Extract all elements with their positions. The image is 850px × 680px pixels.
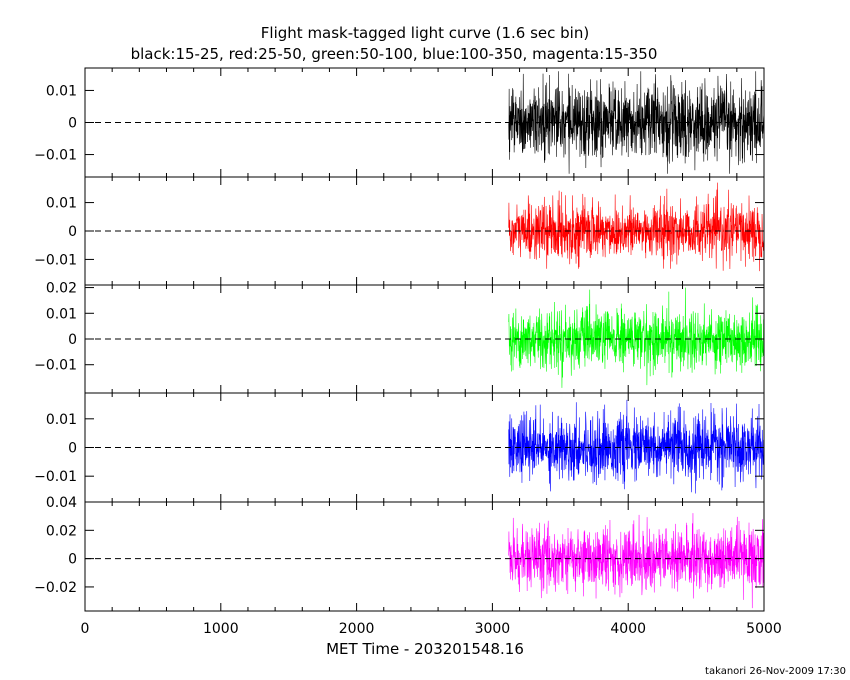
series-trace bbox=[508, 513, 765, 609]
y-tick-label: 0 bbox=[68, 332, 77, 348]
panel-frame bbox=[84, 501, 765, 612]
series-trace bbox=[508, 182, 765, 272]
y-tick-label: −0.01 bbox=[34, 252, 77, 268]
y-tick-label: 0.01 bbox=[46, 306, 77, 322]
x-tick-label: 4000 bbox=[610, 621, 646, 637]
panels-group: 0.01 0 −0.01 0.01 0 −0.01 0.02 0.01 0 −0.01 0.01 0 −… bbox=[34, 67, 782, 637]
y-tick-label: 0 bbox=[68, 552, 77, 568]
y-tick-label: −0.01 bbox=[34, 148, 77, 164]
y-tick-label: −0.02 bbox=[34, 580, 77, 596]
y-tick-label: 0 bbox=[68, 224, 77, 240]
series-trace bbox=[508, 399, 765, 494]
y-tick-label: 0.01 bbox=[46, 196, 77, 212]
band-legend: black:15-25, red:25-50, green:50-100, bl… bbox=[131, 45, 658, 63]
x-tick-label: 2000 bbox=[339, 621, 375, 637]
y-tick-label: 0.04 bbox=[46, 495, 77, 511]
y-tick-label: 0.02 bbox=[46, 281, 77, 297]
x-tick-label: 5000 bbox=[746, 621, 782, 637]
footer-stamp: takanori 26-Nov-2009 17:30 bbox=[705, 666, 846, 677]
series-trace bbox=[508, 287, 765, 388]
y-tick-label: 0.02 bbox=[46, 523, 77, 539]
x-axis-label: MET Time - 203201548.16 bbox=[326, 640, 524, 658]
x-tick-label: 0 bbox=[81, 621, 90, 637]
y-tick-label: −0.01 bbox=[34, 469, 77, 485]
y-tick-label: 0.01 bbox=[46, 83, 77, 99]
y-tick-label: 0 bbox=[68, 441, 77, 457]
chart-title: Flight mask-tagged light curve (1.6 sec … bbox=[261, 24, 589, 42]
series-trace bbox=[508, 71, 765, 174]
x-tick-label: 1000 bbox=[203, 621, 239, 637]
x-tick-label: 3000 bbox=[475, 621, 511, 637]
y-tick-label: 0.01 bbox=[46, 412, 77, 428]
y-tick-label: 0 bbox=[68, 116, 77, 132]
y-tick-label: −0.01 bbox=[34, 358, 77, 374]
